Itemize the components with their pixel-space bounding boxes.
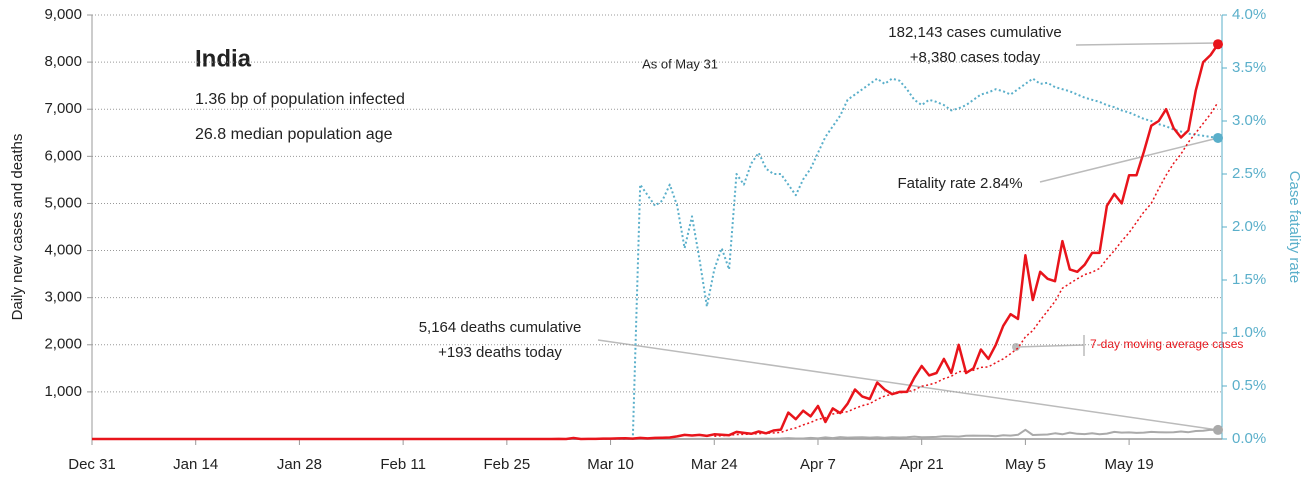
y2-tick-label: 0.5% <box>1232 377 1266 394</box>
x-tick-label: May 5 <box>1005 456 1046 473</box>
chart-title: India <box>195 45 252 72</box>
annotation: +193 deaths today <box>438 344 562 361</box>
y-tick-label: 3,000 <box>44 289 82 306</box>
y-tick-label: 8,000 <box>44 53 82 70</box>
y-axis-title: Daily new cases and deaths <box>9 134 26 321</box>
y2-tick-label: 1.5% <box>1232 271 1266 288</box>
leader-line <box>597 339 1219 431</box>
x-tick-label: Mar 10 <box>587 456 634 473</box>
end-marker <box>1213 39 1223 50</box>
y-tick-label: 7,000 <box>44 100 82 117</box>
y-tick-label: 5,000 <box>44 194 82 211</box>
annotation: +8,380 cases today <box>910 49 1041 66</box>
x-tick-label: May 19 <box>1105 456 1154 473</box>
annotation: 5,164 deaths cumulative <box>419 319 582 336</box>
y2-tick-label: 4.0% <box>1232 6 1266 23</box>
x-tick-label: Mar 24 <box>691 456 738 473</box>
y2-tick-label: 0.0% <box>1232 430 1266 447</box>
x-tick-label: Apr 7 <box>800 456 836 473</box>
date-note: As of May 31 <box>642 56 718 71</box>
x-tick-label: Dec 31 <box>68 456 116 473</box>
y2-tick-label: 3.0% <box>1232 112 1266 129</box>
y-tick-label: 4,000 <box>44 242 82 259</box>
leader-dot <box>1012 343 1020 351</box>
y2-axis-title: Case fatality rate <box>1286 171 1303 284</box>
x-tick-label: Feb 11 <box>380 456 426 473</box>
y2-tick-label: 2.5% <box>1232 165 1266 182</box>
leader-line <box>1039 137 1219 183</box>
subtitle: 26.8 median population age <box>195 126 393 143</box>
end-marker <box>1213 132 1223 143</box>
annotation: 182,143 cases cumulative <box>888 24 1061 41</box>
y-tick-label: 2,000 <box>44 336 82 353</box>
subtitle: 1.36 bp of population infected <box>195 91 405 108</box>
y2-tick-label: 3.5% <box>1232 59 1266 76</box>
x-tick-label: Feb 25 <box>483 456 530 473</box>
avg-label: 7-day moving average cases <box>1090 337 1243 351</box>
series-line <box>92 43 1220 441</box>
series-line <box>92 77 1219 440</box>
end-marker <box>1213 424 1223 435</box>
y-tick-label: 9,000 <box>44 6 82 23</box>
y2-tick-label: 2.0% <box>1232 218 1266 235</box>
x-tick-label: Apr 21 <box>900 456 944 473</box>
y-tick-label: 1,000 <box>44 383 82 400</box>
y-tick-label: 6,000 <box>44 147 82 164</box>
annotation: Fatality rate 2.84% <box>897 175 1022 192</box>
x-tick-label: Jan 14 <box>173 456 218 473</box>
x-tick-label: Jan 28 <box>277 456 322 473</box>
leader-line <box>1075 42 1219 46</box>
leader-line <box>1015 335 1085 356</box>
y2-tick-label: 1.0% <box>1232 324 1266 341</box>
